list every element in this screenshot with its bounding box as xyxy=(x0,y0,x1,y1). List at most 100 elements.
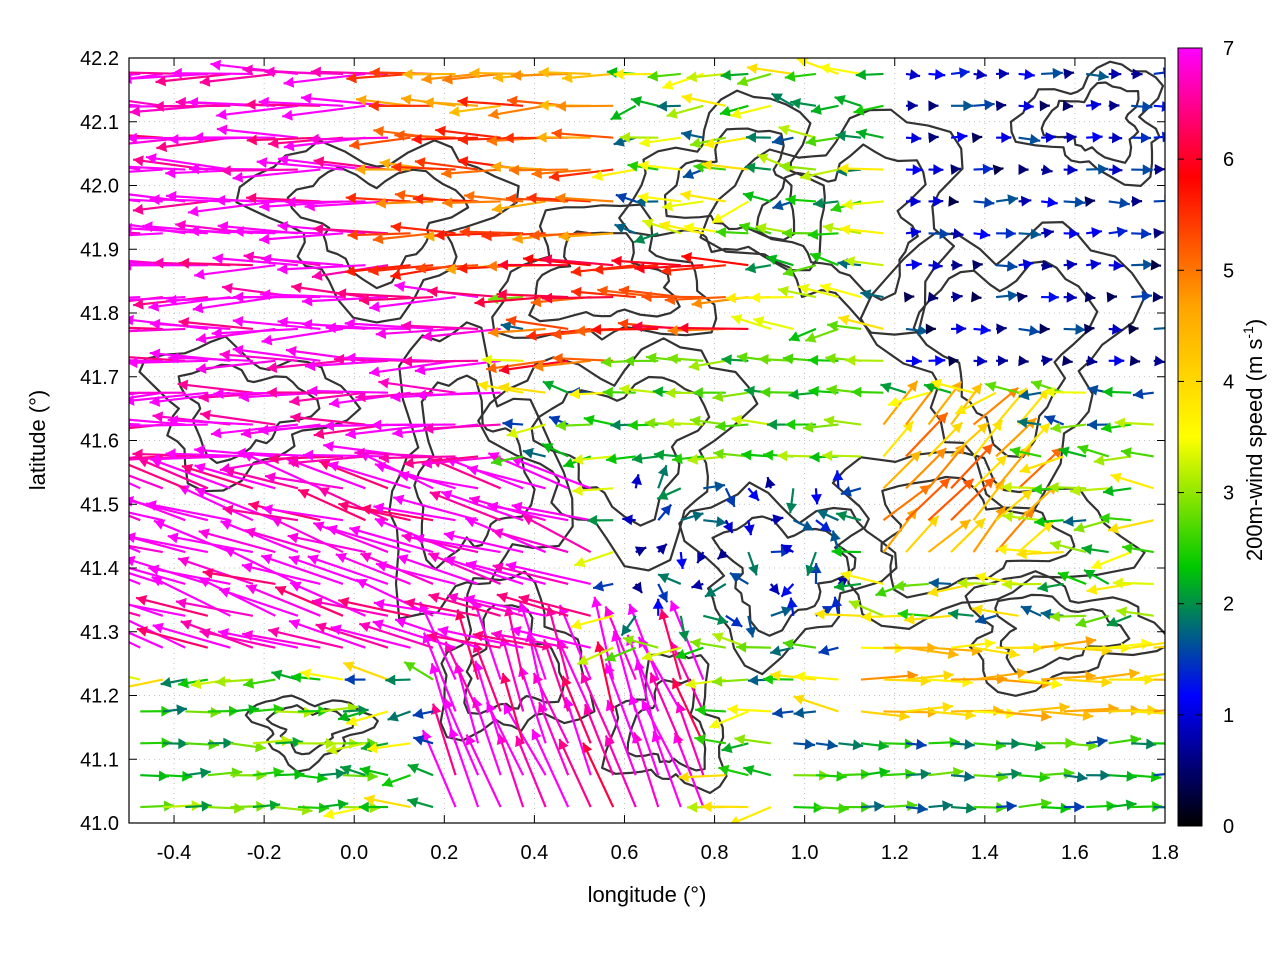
x-tick-label: 1.2 xyxy=(881,842,909,864)
wind-vector xyxy=(505,197,569,203)
wind-vector xyxy=(246,136,321,142)
wind-vector-head xyxy=(338,500,350,512)
wind-vector-head xyxy=(649,672,660,684)
wind-vector-head xyxy=(680,190,692,201)
wind-vector-head xyxy=(614,223,626,234)
colorbar-tick-label: 5 xyxy=(1223,260,1234,282)
wind-vector-head xyxy=(355,391,366,403)
wind-vector-head xyxy=(304,360,316,372)
y-tick-label: 41.6 xyxy=(80,431,119,453)
wind-vector-head xyxy=(165,448,176,460)
wind-vector-head xyxy=(335,768,347,780)
wind-vector-head xyxy=(826,384,838,396)
wind-vector-head xyxy=(492,528,504,539)
wind-vector-head xyxy=(1114,417,1125,429)
wind-vector-head xyxy=(335,288,347,300)
wind-vector-head xyxy=(63,553,74,563)
wind-vector-head xyxy=(810,104,822,115)
wind-vector-head xyxy=(259,200,270,212)
wind-vector xyxy=(640,699,682,776)
wind-vector-head xyxy=(1146,738,1157,750)
wind-vector-head xyxy=(1142,101,1153,113)
wind-vector xyxy=(312,521,389,554)
wind-vector-head xyxy=(683,222,695,234)
wind-vector-head xyxy=(644,417,655,429)
wind-vector xyxy=(264,70,343,76)
wind-vector-head xyxy=(927,586,939,597)
wind-vector-head xyxy=(326,524,338,536)
wind-vector-head xyxy=(704,138,715,149)
wind-vector-head xyxy=(53,255,63,266)
wind-vector-head xyxy=(659,220,671,232)
wind-vector-head xyxy=(359,765,371,777)
wind-vector-head xyxy=(1108,703,1119,715)
wind-vector-head xyxy=(860,611,872,623)
wind-vector xyxy=(413,536,501,554)
wind-vector xyxy=(178,484,254,522)
wind-vector xyxy=(457,99,524,107)
wind-vector xyxy=(266,359,344,370)
wind-vector-head xyxy=(962,478,974,490)
wind-vector-head xyxy=(242,64,253,76)
wind-vector-head xyxy=(830,530,841,542)
wind-vector-head xyxy=(1167,802,1177,813)
wind-vector-head xyxy=(810,563,822,574)
wind-vector-head xyxy=(58,295,68,306)
wind-vector xyxy=(129,198,163,203)
wind-vector-head xyxy=(526,329,537,341)
wind-vector xyxy=(543,639,570,712)
wind-vector-head xyxy=(1096,736,1108,748)
wind-vector-head xyxy=(223,737,234,749)
wind-vector-head xyxy=(200,767,211,779)
wind-vector xyxy=(401,359,479,363)
wind-vector-head xyxy=(491,202,503,214)
wind-vector xyxy=(129,391,208,402)
wind-vector-head xyxy=(469,495,481,507)
wind-vector-head xyxy=(530,296,542,308)
wind-vector-head xyxy=(302,295,313,307)
wind-vector-head xyxy=(1020,605,1033,616)
wind-vector-head xyxy=(995,100,1007,112)
wind-vector-head xyxy=(89,455,99,466)
wind-vector-head xyxy=(721,354,732,366)
wind-vector xyxy=(593,596,615,680)
wind-vector-head xyxy=(817,509,829,520)
wind-vector xyxy=(177,382,253,394)
wind-vector-head xyxy=(313,521,325,532)
wind-vector-head xyxy=(1044,415,1056,426)
wind-vector-head xyxy=(617,318,629,330)
wind-vector-head xyxy=(1006,800,1017,812)
wind-vector-head xyxy=(310,66,321,78)
wind-vector xyxy=(212,256,299,267)
wind-vector-head xyxy=(1041,355,1053,367)
wind-vector-head xyxy=(442,197,453,209)
wind-vector-head xyxy=(1081,544,1093,555)
wind-vector-head xyxy=(1017,417,1028,429)
wind-vector-head xyxy=(794,671,806,683)
wind-vector-head xyxy=(246,134,257,146)
terrain-contour xyxy=(755,143,927,301)
wind-vector-head xyxy=(268,453,279,465)
wind-vector-head xyxy=(781,606,793,617)
wind-vector xyxy=(129,327,186,333)
wind-vector xyxy=(192,295,276,311)
wind-vector-head xyxy=(712,391,724,402)
wind-vector-head xyxy=(289,619,301,630)
wind-vector-head xyxy=(574,556,586,568)
wind-vector-head xyxy=(948,355,959,367)
wind-vector xyxy=(538,701,570,776)
wind-vector xyxy=(905,411,949,458)
wind-vector-head xyxy=(1008,648,1020,660)
wind-vector-head xyxy=(368,265,379,276)
wind-vector xyxy=(505,563,591,586)
wind-vector-head xyxy=(277,154,289,166)
colorbar-label-close: ) xyxy=(1242,319,1267,326)
wind-vector-head xyxy=(959,519,971,531)
wind-vector-head xyxy=(260,289,271,301)
terrain-contour xyxy=(1009,60,1165,187)
wind-vector-head xyxy=(678,322,689,334)
wind-vector-head xyxy=(311,269,323,281)
wind-vector-head xyxy=(106,326,116,337)
wind-vector-head xyxy=(208,739,219,751)
wind-vector-head xyxy=(326,743,338,755)
